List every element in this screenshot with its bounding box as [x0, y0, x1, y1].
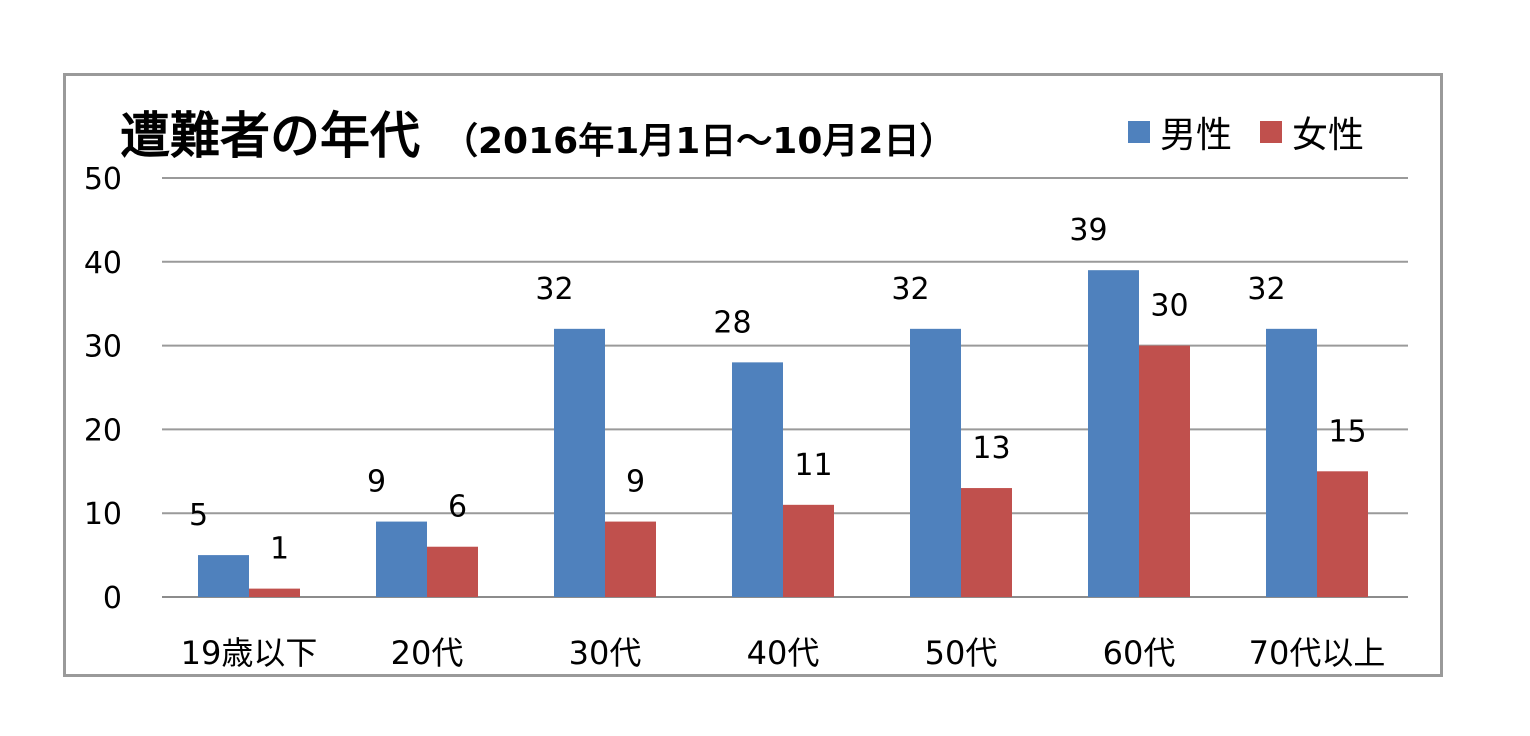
x-tick-label: 19歳以下	[181, 634, 318, 672]
bar-male	[554, 328, 605, 597]
legend-item-male: 男性	[1128, 106, 1232, 158]
chart-title-block: 遭難者の年代 （2016年1月1日～10月2日）	[120, 96, 955, 168]
bar-female	[961, 488, 1012, 597]
bar-female	[1139, 345, 1190, 597]
legend-label-male: 男性	[1160, 115, 1233, 156]
data-label: 32	[1247, 272, 1285, 307]
data-label: 13	[972, 431, 1010, 466]
legend-swatch-male	[1128, 121, 1150, 143]
y-tick-label: 50	[84, 162, 122, 197]
data-label: 5	[189, 498, 208, 533]
legend-item-female: 女性	[1260, 106, 1364, 158]
x-tick-label: 20代	[391, 634, 464, 672]
legend-label-female: 女性	[1292, 115, 1365, 156]
y-tick-label: 10	[84, 497, 122, 532]
data-label: 11	[794, 448, 832, 483]
bar-male	[198, 555, 249, 597]
chart-subtitle: （2016年1月1日～10月2日）	[442, 121, 956, 162]
legend: 男性 女性	[1128, 106, 1392, 158]
bar-male	[376, 521, 427, 597]
y-tick-label: 20	[84, 413, 122, 448]
bar-female	[427, 546, 478, 597]
data-label: 9	[626, 465, 645, 500]
data-label: 9	[367, 465, 386, 500]
x-tick-label: 30代	[569, 634, 642, 672]
chart-title: 遭難者の年代	[120, 107, 420, 165]
y-tick-label: 0	[103, 581, 122, 616]
bar-female	[1317, 471, 1368, 597]
data-label: 15	[1328, 414, 1366, 449]
y-tick-label: 30	[84, 330, 122, 365]
bar-male	[732, 362, 783, 597]
x-tick-label: 50代	[925, 634, 998, 672]
bar-female	[783, 504, 834, 597]
data-label: 32	[535, 272, 573, 307]
data-label: 6	[448, 490, 467, 525]
bar-female	[249, 588, 300, 597]
y-tick-label: 40	[84, 246, 122, 281]
bar-male	[910, 328, 961, 597]
x-tick-label: 40代	[747, 634, 820, 672]
data-label: 39	[1069, 213, 1107, 248]
data-label: 32	[891, 272, 929, 307]
bar-female	[605, 521, 656, 597]
bar-male	[1088, 270, 1139, 597]
data-label: 28	[713, 305, 751, 340]
x-tick-label: 70代以上	[1249, 634, 1386, 672]
data-label: 30	[1150, 289, 1188, 324]
bar-male	[1266, 328, 1317, 597]
data-label: 1	[270, 532, 289, 567]
legend-swatch-female	[1260, 121, 1283, 143]
x-tick-label: 60代	[1103, 634, 1176, 672]
